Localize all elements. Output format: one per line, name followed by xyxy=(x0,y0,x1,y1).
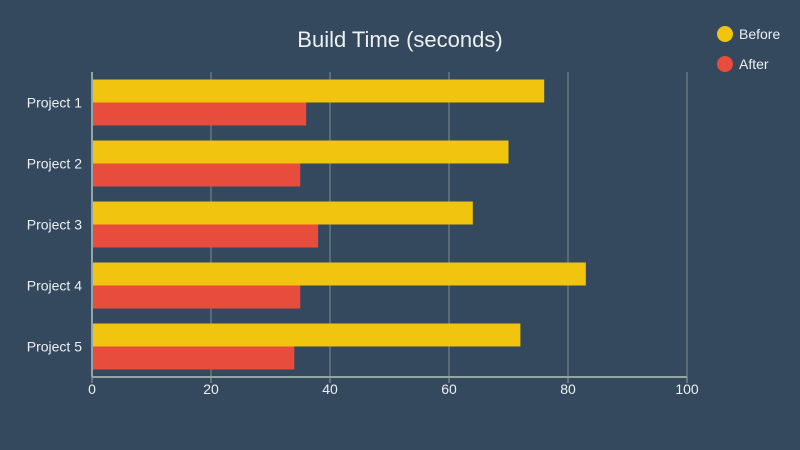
legend-item-before[interactable]: Before xyxy=(717,26,780,42)
chart-title: Build Time (seconds) xyxy=(297,27,502,52)
legend[interactable]: Before After xyxy=(717,26,780,72)
bar-after-5[interactable] xyxy=(93,346,295,370)
axes xyxy=(91,72,688,383)
x-tick-label: 0 xyxy=(88,381,96,397)
bars xyxy=(93,79,586,370)
legend-swatch xyxy=(717,26,733,42)
x-tick-label: 60 xyxy=(441,381,457,397)
category-label: Project 1 xyxy=(27,95,82,111)
bar-after-3[interactable] xyxy=(93,224,319,248)
bar-before-3[interactable] xyxy=(93,201,473,225)
legend-item-after[interactable]: After xyxy=(717,56,769,72)
x-tick-label: 40 xyxy=(322,381,338,397)
legend-label: After xyxy=(739,56,769,72)
bar-after-1[interactable] xyxy=(93,102,307,126)
category-label: Project 5 xyxy=(27,339,82,355)
bar-after-2[interactable] xyxy=(93,163,301,187)
legend-label: Before xyxy=(739,26,780,42)
category-label: Project 4 xyxy=(27,278,82,294)
legend-swatch xyxy=(717,56,733,72)
bar-before-4[interactable] xyxy=(93,262,586,286)
bar-before-2[interactable] xyxy=(93,140,509,164)
x-tick-label: 20 xyxy=(203,381,219,397)
x-tick-label: 100 xyxy=(675,381,699,397)
bar-after-4[interactable] xyxy=(93,285,301,309)
x-tick-label: 80 xyxy=(560,381,576,397)
bar-before-1[interactable] xyxy=(93,79,545,103)
category-label: Project 3 xyxy=(27,217,82,233)
x-tick-labels: 0 20 40 60 80 100 xyxy=(88,381,699,397)
bar-before-5[interactable] xyxy=(93,323,521,347)
category-labels: Project 1 Project 2 Project 3 Project 4 Proj… xyxy=(27,95,82,355)
category-label: Project 2 xyxy=(27,156,82,172)
